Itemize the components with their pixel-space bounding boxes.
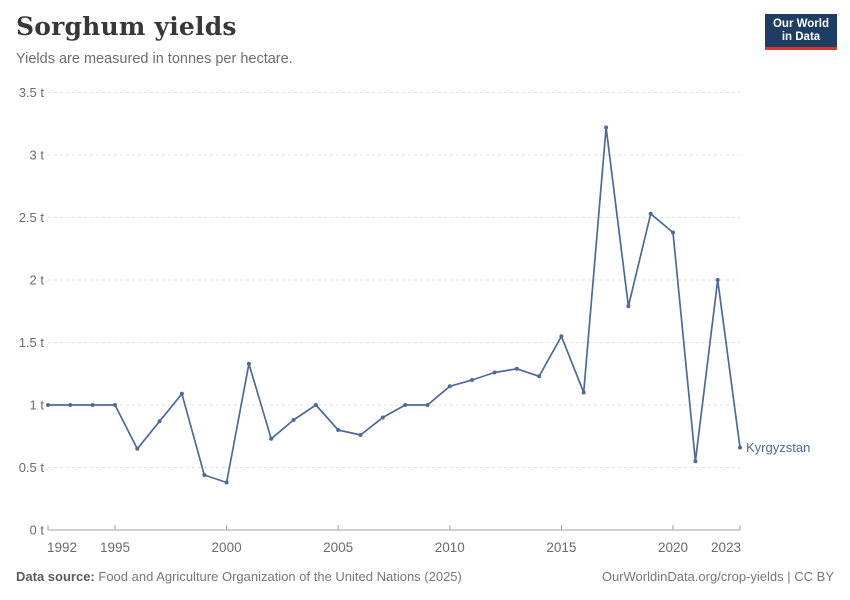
data-point xyxy=(90,403,95,407)
x-tick-label: 2000 xyxy=(212,540,242,555)
x-tick-label: 1995 xyxy=(100,540,130,555)
data-point xyxy=(202,473,207,477)
license-note: OurWorldinData.org/crop-yields | CC BY xyxy=(601,569,834,584)
x-tick-label: 2005 xyxy=(323,540,353,555)
data-point xyxy=(470,378,475,382)
y-tick-label: 1 t xyxy=(30,398,45,413)
data-point xyxy=(604,125,609,130)
data-point xyxy=(358,433,363,437)
data-point xyxy=(179,391,184,396)
data-point xyxy=(648,211,653,216)
data-point xyxy=(46,403,50,407)
owid-logo-line1: Our World xyxy=(772,17,829,30)
page-title: Sorghum yields xyxy=(16,12,237,41)
chart-footer: Data source: Food and Agriculture Organi… xyxy=(16,569,834,584)
data-point xyxy=(313,403,318,407)
data-point xyxy=(157,419,162,424)
y-tick-label: 2 t xyxy=(30,273,45,288)
data-point xyxy=(559,334,564,339)
series-label: Kyrgyzstan xyxy=(746,440,810,455)
data-point xyxy=(246,361,251,366)
y-tick-label: 3 t xyxy=(30,148,45,163)
y-tick-label: 0 t xyxy=(30,523,45,538)
x-tick-label: 2020 xyxy=(658,540,688,555)
data-point xyxy=(336,428,341,432)
x-tick-label: 1992 xyxy=(47,540,77,555)
chart-subtitle: Yields are measured in tonnes per hectar… xyxy=(16,51,293,67)
data-point xyxy=(68,403,73,407)
data-source-label: Data source: xyxy=(16,569,95,584)
data-line xyxy=(47,126,741,484)
data-point xyxy=(224,480,229,485)
data-point xyxy=(269,436,274,441)
data-point xyxy=(403,403,408,407)
data-point xyxy=(537,374,542,379)
y-tick-label: 1.5 t xyxy=(19,335,45,350)
data-point xyxy=(693,459,698,464)
data-point xyxy=(425,403,430,407)
data-point xyxy=(715,278,720,282)
data-point xyxy=(492,370,497,375)
x-tick-label: 2015 xyxy=(546,540,576,555)
y-tick-label: 3.5 t xyxy=(19,85,45,100)
data-point xyxy=(626,304,631,309)
owid-logo-line2: in Data xyxy=(781,30,821,43)
y-tick-label: 2.5 t xyxy=(19,210,45,225)
data-point xyxy=(380,415,385,420)
data-point xyxy=(447,384,452,389)
data-point xyxy=(291,418,296,422)
x-tick-label: 2023 xyxy=(711,540,741,555)
data-point xyxy=(514,366,519,371)
data-point xyxy=(113,403,117,407)
y-tick-label: 0.5 t xyxy=(19,460,45,475)
data-point xyxy=(738,445,742,450)
data-source-note: Data source: Food and Agriculture Organi… xyxy=(16,569,462,584)
data-point xyxy=(581,390,586,395)
data-point xyxy=(135,446,140,451)
data-source-text: Food and Agriculture Organization of the… xyxy=(98,569,462,584)
owid-logo: Our World in Data xyxy=(765,14,837,50)
x-tick-label: 2010 xyxy=(435,540,465,555)
data-point xyxy=(671,230,675,235)
